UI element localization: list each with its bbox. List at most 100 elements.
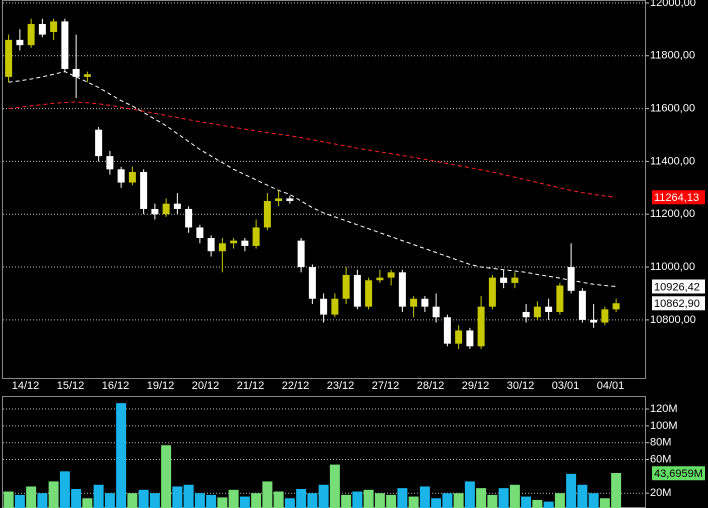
x-tick-label: 28/12 <box>417 380 445 392</box>
candle-body <box>612 303 620 310</box>
volume-bar <box>93 484 104 508</box>
price-frame <box>2 0 646 379</box>
volume-bar <box>138 489 149 508</box>
volume-bar <box>82 498 93 508</box>
candle-body <box>443 317 451 344</box>
volume-bar <box>172 486 183 508</box>
candle-body <box>297 240 305 268</box>
x-tick-label: 15/12 <box>57 380 85 392</box>
volume-bar <box>352 491 363 508</box>
moving-average-line <box>8 71 617 287</box>
candle-body <box>95 129 103 157</box>
candle-body <box>185 208 193 228</box>
volume-bar <box>251 493 262 508</box>
candle-body <box>398 272 406 307</box>
candle-body <box>5 39 13 77</box>
volume-bar <box>341 494 352 508</box>
volume-bar <box>532 499 543 508</box>
volume-bar <box>419 486 430 508</box>
candle-body <box>353 274 361 307</box>
x-tick-label: 16/12 <box>102 380 130 392</box>
x-tick-label: 20/12 <box>192 380 220 392</box>
volume-bar <box>296 488 307 508</box>
value-marker-label: 10926,42 <box>654 281 700 293</box>
value-marker-label: 11264,13 <box>654 192 699 204</box>
candle-body <box>50 21 58 32</box>
volume-bar <box>577 484 588 508</box>
y-tick-label: 12000,00 <box>650 0 696 9</box>
y-tick-label: 20M <box>650 487 671 499</box>
value-marker-label: 10862,90 <box>654 298 700 310</box>
volume-bar <box>599 498 610 508</box>
candle-body <box>488 277 496 307</box>
x-tick-label: 04/01 <box>597 380 625 392</box>
volume-bar <box>408 496 419 508</box>
candle-body <box>455 330 463 344</box>
volume-bar <box>26 486 37 508</box>
candle-body <box>432 306 440 318</box>
volume-bar <box>476 488 487 508</box>
y-tick-label: 11600,00 <box>650 102 695 114</box>
volume-bar <box>48 481 59 508</box>
candle-body <box>578 290 586 320</box>
candle-body <box>106 156 114 170</box>
moving-average-line <box>8 101 617 198</box>
volume-bar <box>464 481 475 508</box>
candle-body <box>207 238 215 252</box>
volume-bar <box>284 498 295 508</box>
y-tick-label: 60M <box>650 453 671 465</box>
volume-bar <box>104 493 115 508</box>
candle-body <box>173 203 181 209</box>
volume-bar <box>554 493 565 508</box>
candle-body <box>61 21 69 69</box>
volume-bar <box>273 491 284 508</box>
volume-bar <box>329 464 340 508</box>
y-tick-label: 10800,00 <box>650 314 696 326</box>
volume-bar <box>487 494 498 508</box>
value-marker-label: 43,6959M <box>654 468 703 480</box>
candle-body <box>421 298 429 307</box>
candle-body <box>320 298 328 315</box>
volume-bar <box>318 484 329 508</box>
value-marker <box>652 190 705 205</box>
candle-body <box>545 306 553 312</box>
volume-bar <box>307 493 318 508</box>
candle-body <box>500 277 508 283</box>
volume-bar <box>588 493 599 508</box>
candle-body <box>140 171 148 209</box>
volume-bar <box>3 491 14 508</box>
volume-bar <box>71 488 82 508</box>
volume-bar <box>262 481 273 508</box>
candle-body <box>128 171 136 183</box>
candle-body <box>387 272 395 278</box>
candle-body <box>196 227 204 238</box>
y-tick-label: 120M <box>650 403 678 415</box>
x-tick-label: 03/01 <box>552 380 580 392</box>
candle-body <box>83 74 91 77</box>
candle-body <box>590 319 598 323</box>
x-tick-label: 23/12 <box>327 380 355 392</box>
volume-bar <box>386 494 397 508</box>
candle-body <box>533 306 541 318</box>
value-marker <box>652 466 705 481</box>
y-tick-label: 11200,00 <box>650 208 695 220</box>
volume-bar <box>397 488 408 508</box>
volume-bar <box>161 445 172 508</box>
candle-body <box>410 298 418 307</box>
volume-bar <box>194 493 205 508</box>
candle-body <box>466 330 474 347</box>
candle-body <box>477 306 485 347</box>
candle-body <box>556 285 564 312</box>
y-tick-label: 80M <box>650 437 671 449</box>
volume-bar <box>611 472 622 508</box>
candle-body <box>27 24 35 46</box>
volume-bar <box>509 484 520 508</box>
volume-bar <box>217 497 228 508</box>
candle-body <box>151 208 159 215</box>
volume-bar <box>374 493 385 508</box>
candle-body <box>72 68 80 77</box>
candle-body <box>511 277 519 283</box>
volume-bar <box>14 494 25 508</box>
